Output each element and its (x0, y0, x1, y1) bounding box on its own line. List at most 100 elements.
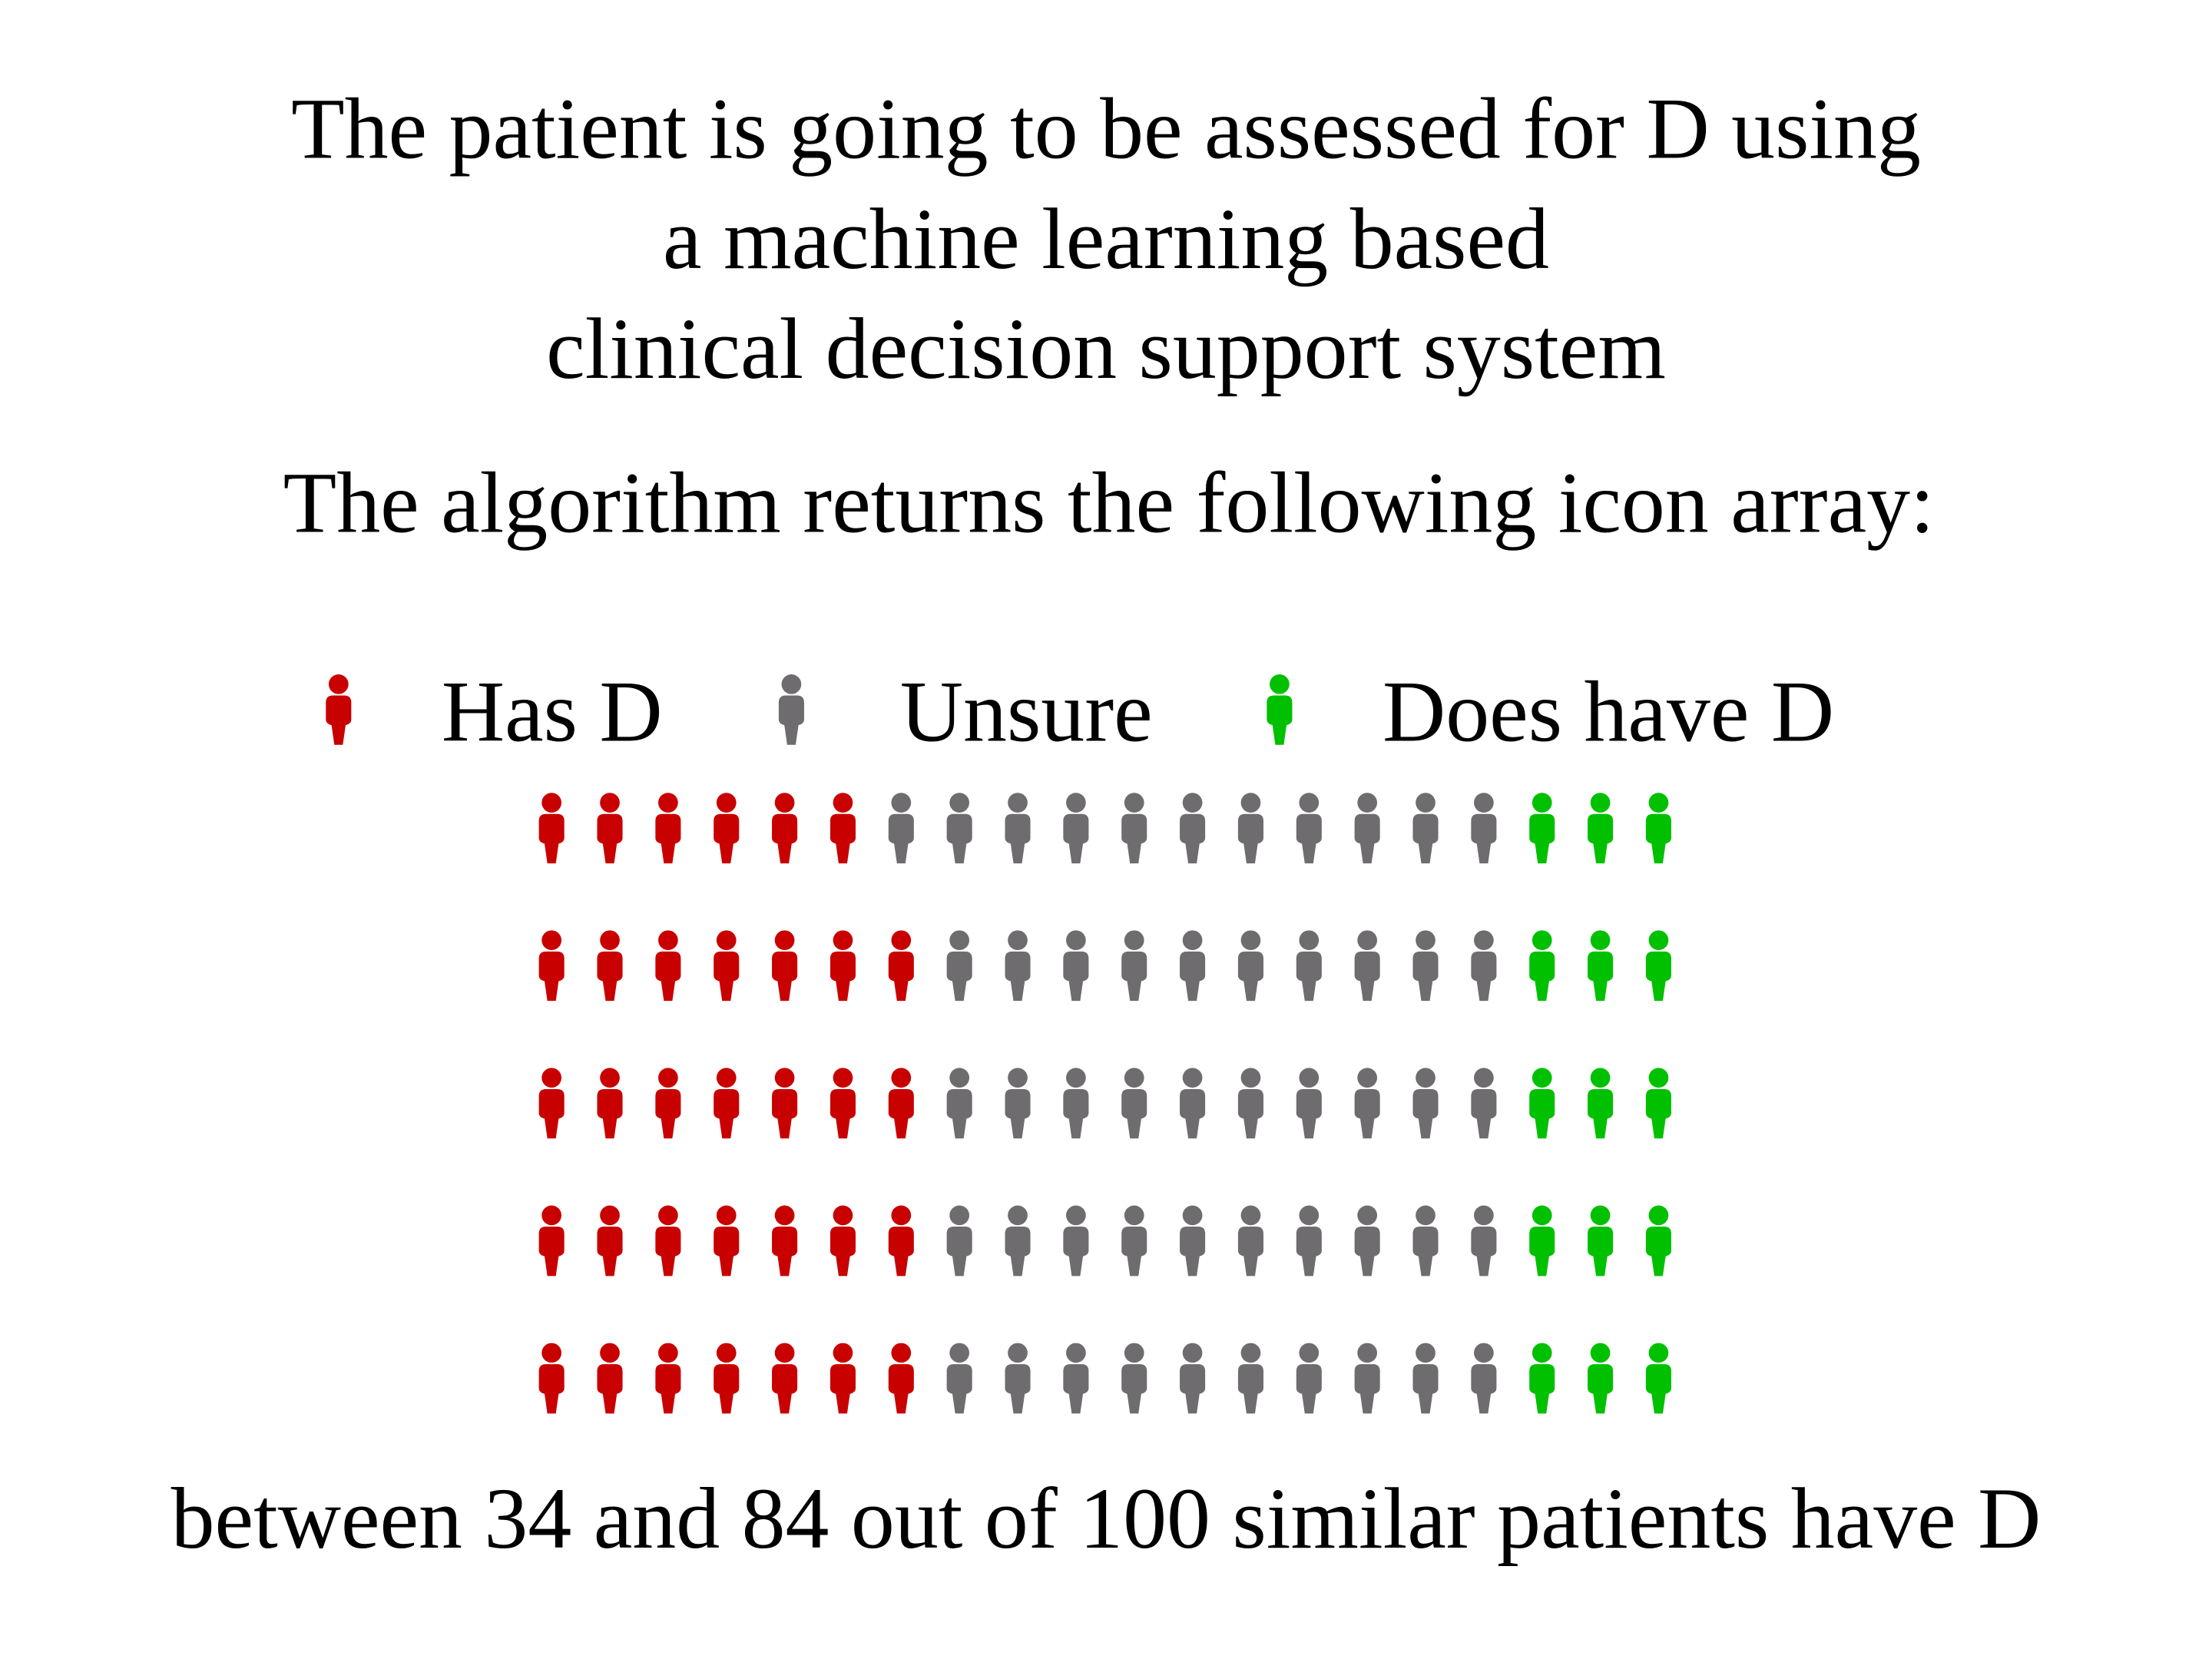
icon-body (1237, 1364, 1263, 1414)
icon-head (658, 793, 678, 813)
person-icon (772, 1068, 798, 1139)
icon-body (772, 1364, 798, 1414)
icon-head (600, 930, 620, 951)
icon-body (1412, 1364, 1439, 1414)
person-icon (714, 793, 740, 864)
person-icon (1296, 1068, 1322, 1139)
icon-head (541, 1068, 562, 1088)
person-icon (1354, 1068, 1380, 1139)
icon-head (541, 930, 562, 951)
icon-head (716, 1343, 737, 1363)
icon-head (1066, 930, 1086, 951)
icon-body (1296, 1227, 1322, 1277)
person-icon (1529, 1205, 1555, 1277)
person-icon (946, 1343, 972, 1414)
person-icon (888, 793, 914, 864)
person-icon (1471, 1205, 1497, 1277)
person-icon (1471, 930, 1497, 1002)
icon-body (1471, 951, 1497, 1002)
icon-body (1529, 1227, 1555, 1277)
icon-head (1590, 1068, 1611, 1088)
person-icon (1588, 1343, 1614, 1414)
icon-head (1532, 1205, 1552, 1226)
icon-head (1182, 1068, 1203, 1088)
icon-head (1416, 1205, 1435, 1226)
person-icon (538, 793, 565, 864)
icon-head (1124, 1343, 1144, 1363)
icon-body (1237, 951, 1263, 1002)
icon-head (949, 930, 970, 951)
person-icon (888, 1205, 914, 1277)
title-line: a machine learning based (663, 190, 1549, 287)
icon-head (891, 793, 912, 813)
icon-head (1124, 930, 1144, 951)
icon-body (1296, 813, 1322, 864)
person-icon (1063, 930, 1089, 1002)
icon-body (714, 1364, 740, 1414)
icon-head (1240, 793, 1261, 813)
person-icon (1412, 1343, 1439, 1414)
icon-head (949, 1205, 970, 1226)
icon-body (1121, 951, 1147, 1002)
person-icon (597, 1068, 623, 1139)
person-icon (1296, 793, 1322, 864)
icon-head (716, 793, 737, 813)
icon-head (1532, 1343, 1552, 1363)
person-icon (1237, 1068, 1263, 1139)
person-icon (1412, 1068, 1439, 1139)
person-icon (1354, 1205, 1380, 1277)
person-icon (1412, 793, 1439, 864)
icon-body (830, 1364, 856, 1414)
icon-body (1121, 1364, 1147, 1414)
icon-head (781, 674, 802, 694)
icon-body (1354, 813, 1380, 864)
person-icon (1645, 930, 1671, 1002)
icon-head (1066, 1068, 1086, 1088)
icon-head (600, 793, 620, 813)
person-icon (830, 793, 856, 864)
icon-head (1648, 793, 1669, 813)
icon-head (891, 1205, 912, 1226)
person-icon (772, 1205, 798, 1277)
icon-head (1066, 793, 1086, 813)
person-icon (1529, 930, 1555, 1002)
icon-head (774, 1205, 795, 1226)
person-icon (830, 930, 856, 1002)
title-line: clinical decision support system (546, 300, 1666, 397)
person-icon (772, 793, 798, 864)
person-icon (946, 930, 972, 1002)
icon-head (1299, 793, 1320, 813)
icon-head (1066, 1343, 1086, 1363)
icon-body (1296, 1088, 1322, 1139)
icon-body (1645, 1227, 1671, 1277)
icon-head (774, 793, 795, 813)
icon-body (1354, 1227, 1380, 1277)
person-icon (1588, 930, 1614, 1002)
icon-head (1474, 930, 1494, 951)
icon-body (655, 951, 681, 1002)
icon-body (1005, 1227, 1031, 1277)
icon-head (774, 1068, 795, 1088)
subtitle: The algorithm returns the following icon… (283, 454, 1935, 551)
icon-head (1124, 793, 1144, 813)
icon-head (1240, 1205, 1261, 1226)
icon-body (1645, 1088, 1671, 1139)
icon-body (830, 1227, 856, 1277)
person-icon (597, 1205, 623, 1277)
icon-body (1180, 1227, 1206, 1277)
icon-head (1416, 930, 1435, 951)
person-icon (1354, 1343, 1380, 1414)
icon-body (946, 1088, 972, 1139)
icon-head (1299, 930, 1320, 951)
icon-body (1529, 951, 1555, 1002)
person-icon (1063, 1343, 1089, 1414)
icon-array (538, 793, 1671, 1414)
icon-body (1005, 813, 1031, 864)
icon-head (1357, 1205, 1378, 1226)
icon-head (1182, 793, 1203, 813)
person-icon (1063, 1205, 1089, 1277)
person-icon (1005, 930, 1031, 1002)
icon-head (833, 793, 853, 813)
icon-head (1008, 1068, 1028, 1088)
